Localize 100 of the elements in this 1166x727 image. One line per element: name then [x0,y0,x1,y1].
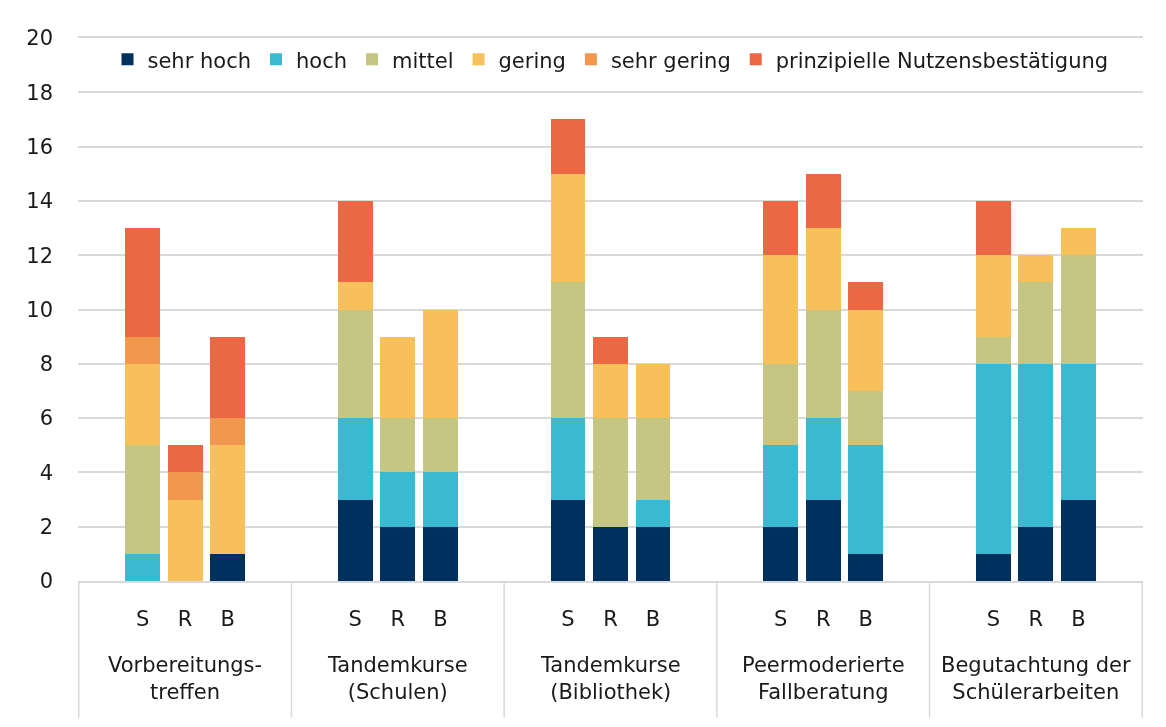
bar [380,336,416,419]
y-tick-label: 12 [26,243,53,268]
y-tick-label: 2 [39,515,53,540]
bar [763,445,799,527]
y-tick-label: 6 [39,406,53,431]
bar [593,336,628,364]
x-tick-label: S [348,606,362,631]
bar [1061,499,1096,581]
bar [805,418,841,500]
y-tick-label: 20 [26,26,53,51]
bar [125,228,160,337]
bar [380,472,416,527]
bar [975,255,1011,337]
x-tick-label: B [220,606,235,631]
bar [593,363,628,419]
bar [210,418,246,446]
bar [1018,526,1054,581]
bar [550,119,586,174]
y-tick-label: 8 [39,352,53,377]
x-tick-label: B [1071,606,1086,631]
bar [975,553,1011,581]
legend-label: gering [498,48,566,73]
bar [593,526,628,581]
bar [167,472,203,500]
bar [848,309,884,391]
bar [422,526,458,581]
bar [1061,363,1096,500]
bar [763,255,799,364]
bar [380,526,416,581]
bar [593,418,628,527]
legend-label: sehr gering [610,48,731,73]
x-tick-label: R [390,606,406,631]
x-tick-label: R [177,606,193,631]
text: Tandemkurse (Bibliothek) [540,653,681,705]
bar [975,336,1011,364]
bar [805,173,841,229]
text: Begutachtung der Schülerarbeiten [941,653,1132,705]
bar [635,363,671,419]
bar [763,363,799,446]
bar [125,336,160,364]
text: Peermoderierte Fallberatung [742,653,905,705]
y-tick-label: 0 [39,569,53,594]
bar [805,309,841,419]
bar [422,418,458,473]
bar [167,499,203,581]
legend-label: hoch [296,48,348,73]
bar [635,526,671,581]
bar [337,499,373,581]
legend-label: prinzipielle Nutzensbestätigung [775,48,1109,73]
x-tick-label: R [603,606,618,631]
bar [422,472,458,527]
y-tick-label: 18 [26,80,53,105]
legend-label: sehr hoch [147,48,251,73]
bar [337,309,373,419]
bar [1018,255,1054,283]
bar [1061,228,1096,256]
bar [550,282,586,419]
bar [167,445,203,473]
bar [210,336,246,419]
bar [975,200,1011,256]
x-tick-label: S [986,606,1001,631]
bar [210,445,246,554]
bar [337,200,373,283]
x-tick-label: S [561,606,575,631]
bar [125,445,160,554]
x-tick-label: S [135,606,150,631]
bar [1018,282,1054,364]
x-tick-label: B [433,606,448,631]
x-tick-label: R [1028,606,1044,631]
bar [805,499,841,581]
bar [975,363,1011,554]
bar [848,282,884,310]
text: Vorbereitungs- treffen [108,653,263,705]
bar [848,553,884,581]
bar [635,418,671,500]
legend-label: mittel [392,48,454,73]
bar [422,309,458,419]
bar [550,418,586,500]
x-tick-label: B [858,606,873,631]
bar [210,553,246,581]
bar [848,390,884,446]
bar [805,228,841,310]
y-tick-label: 4 [39,460,53,485]
bar [1018,363,1054,527]
x-tick-label: S [773,606,788,631]
bar [380,418,416,473]
bar [337,418,373,500]
bar [125,363,160,446]
y-tick-label: 16 [26,134,53,159]
bar [848,445,884,554]
bar [635,499,671,527]
text: Tandemkurse (Schulen) [327,653,468,705]
bar [763,526,799,581]
bar [125,553,160,581]
y-tick-label: 10 [26,297,53,322]
bar [337,282,373,310]
y-tick-label: 14 [26,189,53,214]
bar [763,200,799,256]
x-tick-label: R [815,606,831,631]
bar [550,499,586,581]
